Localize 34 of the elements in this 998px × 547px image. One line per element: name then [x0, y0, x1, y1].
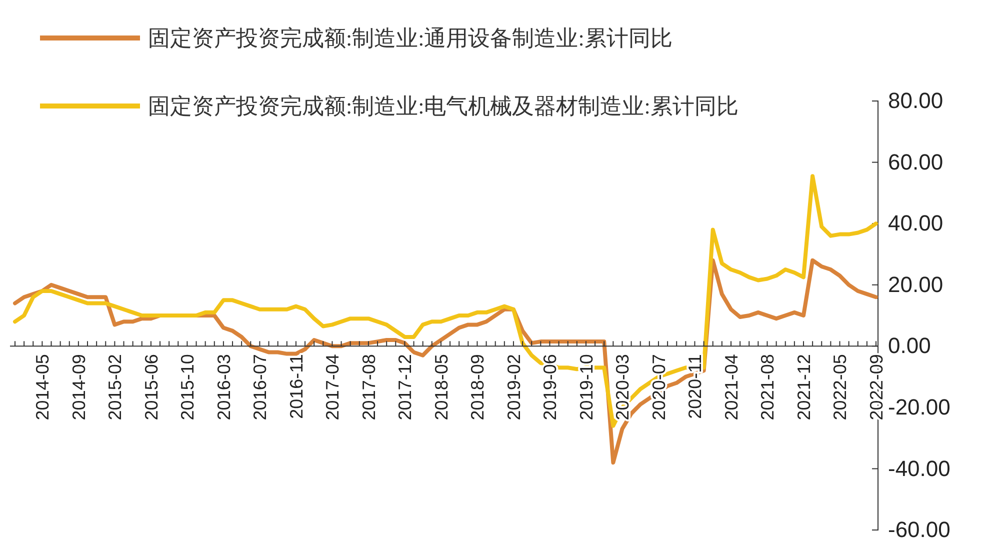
legend-label: 固定资产投资完成额:制造业:通用设备制造业:累计同比: [148, 26, 672, 51]
x-tick-label: 2017-08: [358, 354, 379, 420]
x-tick-label: 2016-07: [250, 354, 270, 420]
y-tick-label: 40.00: [888, 210, 944, 236]
y-tick-label: 0.00: [888, 333, 931, 358]
legend-label: 固定资产投资完成额:制造业:电气机械及器材制造业:累计同比: [148, 94, 738, 119]
x-tick-label: 2019-06: [540, 354, 560, 420]
x-tick-label: 2018-05: [431, 354, 452, 420]
x-tick-label: 2014-09: [68, 354, 89, 420]
x-tick-label: 2021-12: [794, 354, 814, 420]
x-tick-label: 2017-12: [395, 354, 416, 420]
x-tick-label: 2020-11: [685, 354, 706, 419]
y-tick-label: -40.00: [888, 456, 950, 481]
x-tick-label: 2015-10: [178, 354, 198, 420]
x-tick-label: 2017-04: [322, 354, 343, 420]
x-tick-label: 2016-11: [286, 354, 306, 419]
y-tick-label: -60.00: [888, 517, 950, 542]
x-tick-label: 2015-06: [141, 354, 162, 420]
x-tick-label: 2020-07: [648, 354, 669, 420]
x-tick-label: 2019-02: [504, 354, 524, 420]
x-tick-label: 2018-09: [468, 354, 488, 420]
x-tick-label: 2022-09: [866, 354, 886, 420]
x-tick-label: 2022-05: [830, 354, 850, 420]
y-tick-label: 80.00: [888, 88, 944, 114]
x-tick-label: 2021-04: [721, 354, 742, 420]
x-tick-label: 2015-02: [104, 354, 125, 420]
x-tick-label: 2021-08: [758, 354, 778, 420]
y-tick-label: 60.00: [888, 149, 944, 174]
x-tick-label: 2019-10: [576, 354, 596, 420]
y-tick-label: -20.00: [888, 394, 950, 420]
y-tick-label: 20.00: [888, 272, 944, 297]
x-tick-label: 2014-05: [32, 354, 52, 420]
x-tick-label: 2020-03: [612, 354, 633, 420]
x-tick-label: 2016-03: [214, 354, 234, 420]
